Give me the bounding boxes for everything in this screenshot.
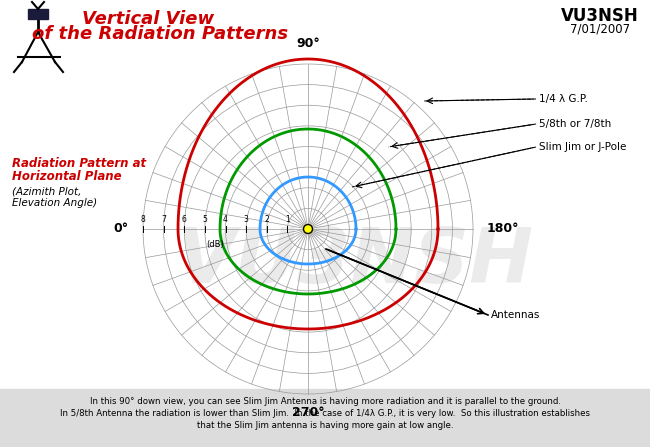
Text: 1: 1 xyxy=(285,215,290,224)
Text: 4: 4 xyxy=(223,215,228,224)
Text: In 5/8th Antenna the radiation is lower than Slim Jim.  In the case of 1/4λ G.P.: In 5/8th Antenna the radiation is lower … xyxy=(60,409,590,418)
Text: 90°: 90° xyxy=(296,37,320,50)
Text: 6: 6 xyxy=(182,215,187,224)
Text: 7: 7 xyxy=(161,215,166,224)
Bar xyxy=(28,9,48,19)
Text: Elevation Angle): Elevation Angle) xyxy=(12,198,97,208)
Text: 1/4 λ G.P.: 1/4 λ G.P. xyxy=(539,94,588,104)
Text: (Azimith Plot,: (Azimith Plot, xyxy=(12,187,81,197)
Text: 5/8th or 7/8th: 5/8th or 7/8th xyxy=(539,119,611,129)
Text: 7/01/2007: 7/01/2007 xyxy=(570,23,630,36)
Text: VU3NSH: VU3NSH xyxy=(561,7,639,25)
Text: Antennas: Antennas xyxy=(491,310,540,320)
Text: of the Radiation Patterns: of the Radiation Patterns xyxy=(32,25,288,43)
Text: that the Slim Jim antenna is having more gain at low angle.: that the Slim Jim antenna is having more… xyxy=(197,421,453,430)
Text: 8: 8 xyxy=(140,215,146,224)
Text: 2: 2 xyxy=(265,215,269,224)
Text: 3: 3 xyxy=(244,215,248,224)
Text: 0°: 0° xyxy=(114,223,129,236)
Text: 270°: 270° xyxy=(292,406,324,419)
Text: Vertical View: Vertical View xyxy=(82,10,214,28)
Text: Horizontal Plane: Horizontal Plane xyxy=(12,170,122,183)
Text: In this 90° down view, you can see Slim Jim Antenna is having more radiation and: In this 90° down view, you can see Slim … xyxy=(90,397,560,406)
Text: 5: 5 xyxy=(202,215,207,224)
Text: Radiation Pattern at: Radiation Pattern at xyxy=(12,157,146,170)
Circle shape xyxy=(304,224,313,233)
Bar xyxy=(0,389,650,447)
Text: 180°: 180° xyxy=(487,223,519,236)
Text: (dB): (dB) xyxy=(206,240,224,249)
Text: VU3NSH: VU3NSH xyxy=(177,225,534,299)
Text: Slim Jim or J-Pole: Slim Jim or J-Pole xyxy=(539,142,627,152)
